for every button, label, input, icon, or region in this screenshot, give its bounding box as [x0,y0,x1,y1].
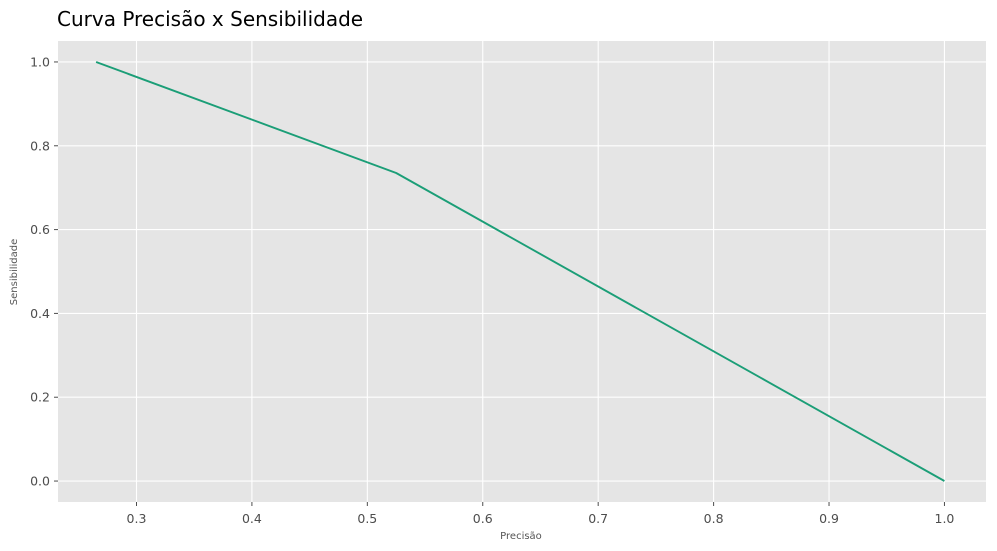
y-axis-label: Sensibilidade [9,239,20,305]
x-tick-label: 0.3 [127,511,147,526]
x-tick-label: 0.5 [357,511,377,526]
x-gridlines [135,41,945,502]
y-gridlines [58,61,986,482]
y-tick-label: 0.0 [30,474,50,489]
y-tick-label: 0.4 [30,306,50,321]
y-tick-label: 0.2 [30,390,50,405]
x-tick-label: 0.4 [242,511,262,526]
x-axis-label: Precisão [500,531,542,542]
x-tick-label: 0.7 [588,511,608,526]
plot-area [58,41,986,502]
x-tick-label: 1.0 [935,511,955,526]
y-tick-label: 0.8 [30,138,50,153]
chart-title: Curva Precisão x Sensibilidade [57,7,363,31]
x-axis-ticks: 0.3 0.4 0.5 0.6 0.7 0.8 0.9 1.0 [127,502,955,526]
y-tick-label: 1.0 [30,54,50,69]
x-tick-label: 0.8 [704,511,724,526]
series-line [95,61,945,482]
y-axis-ticks: 0.0 0.2 0.4 0.6 0.8 1.0 [30,54,58,489]
y-tick-label: 0.6 [30,222,50,237]
x-tick-label: 0.9 [819,511,839,526]
series-group [95,61,945,482]
x-tick-label: 0.6 [473,511,493,526]
